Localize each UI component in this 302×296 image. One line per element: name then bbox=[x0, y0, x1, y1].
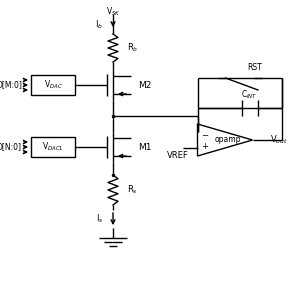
Text: V$_{SK}$: V$_{SK}$ bbox=[106, 6, 120, 18]
Text: opamp: opamp bbox=[215, 136, 241, 144]
Text: C$_{INT}$: C$_{INT}$ bbox=[241, 89, 258, 101]
Bar bbox=[31, 75, 75, 95]
Text: D[N:0]: D[N:0] bbox=[0, 142, 21, 152]
Text: VREF: VREF bbox=[167, 152, 188, 160]
Text: M1: M1 bbox=[138, 142, 152, 152]
Bar bbox=[31, 137, 75, 157]
Text: D[M:0]: D[M:0] bbox=[0, 81, 22, 89]
Text: V$_{out}$: V$_{out}$ bbox=[271, 134, 288, 146]
Text: $+$: $+$ bbox=[201, 141, 210, 151]
Text: I$_s$: I$_s$ bbox=[95, 213, 103, 225]
Text: RST: RST bbox=[247, 64, 262, 73]
Text: V$_{DAC}$: V$_{DAC}$ bbox=[43, 79, 63, 91]
Text: I$_b$: I$_b$ bbox=[95, 19, 103, 31]
Text: R$_s$: R$_s$ bbox=[127, 184, 138, 196]
Text: $-$: $-$ bbox=[201, 130, 210, 139]
Text: V$_{DAC1}$: V$_{DAC1}$ bbox=[42, 141, 64, 153]
Text: M2: M2 bbox=[138, 81, 151, 89]
Text: R$_b$: R$_b$ bbox=[127, 42, 138, 54]
